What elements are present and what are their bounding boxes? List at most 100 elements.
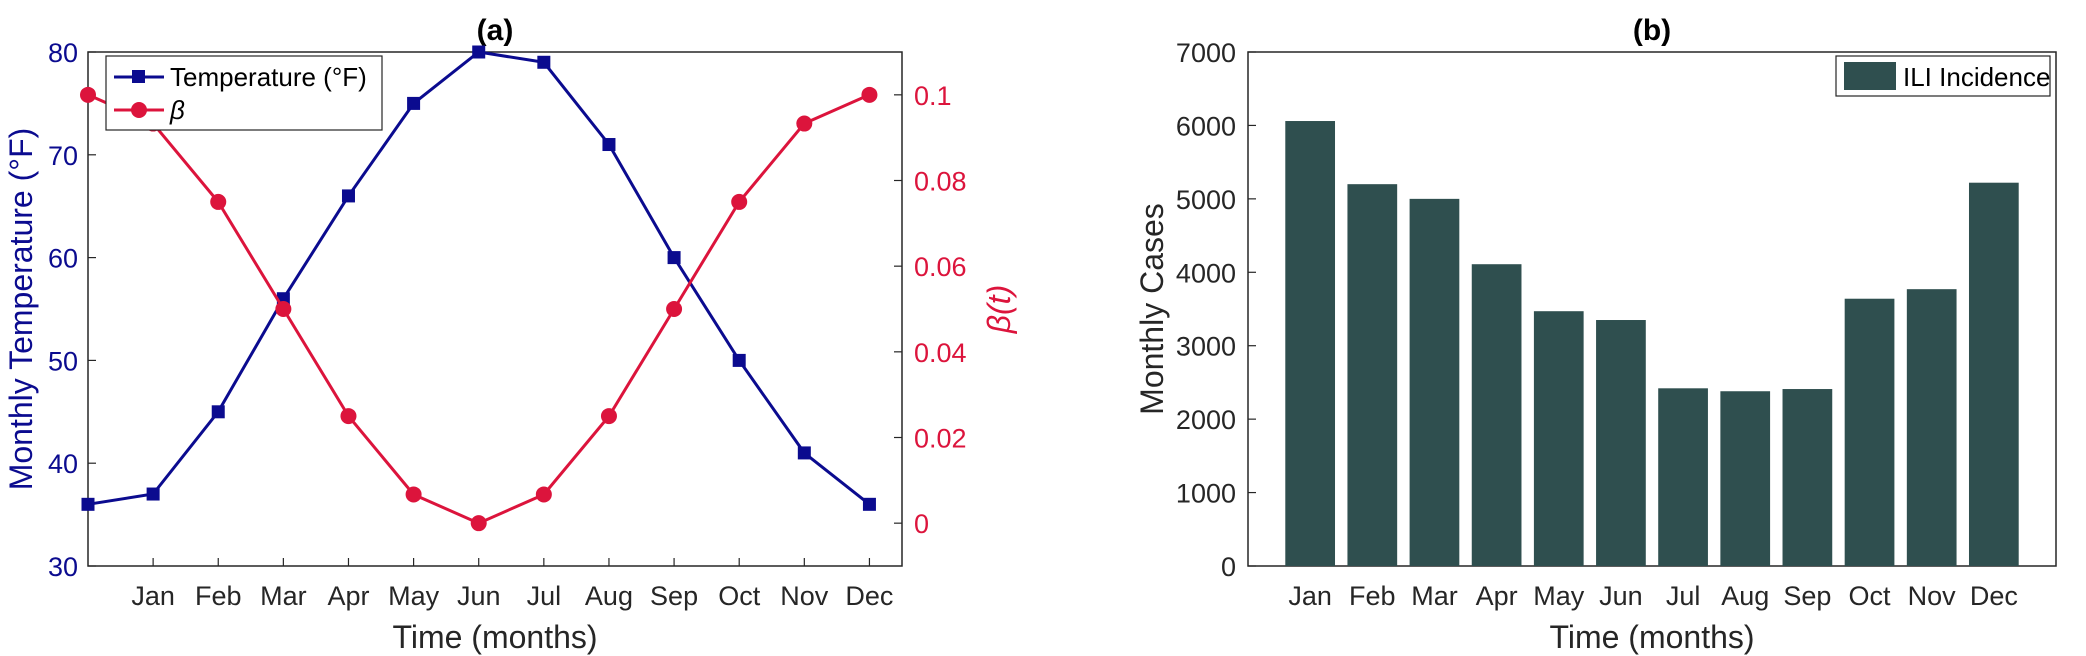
panel-b-ylabel: Monthly Cases bbox=[1134, 203, 1170, 415]
y-left-tick-label: 40 bbox=[48, 449, 78, 479]
bar bbox=[1471, 264, 1522, 566]
panel-a-title: (a) bbox=[477, 14, 514, 47]
legend-a-temp-marker bbox=[132, 70, 145, 83]
y-left-tick-label: 80 bbox=[48, 38, 78, 68]
bar bbox=[1720, 391, 1771, 566]
y-right-tick-label: 0.02 bbox=[914, 424, 967, 454]
panel-a-ylabel-left: Monthly Temperature (°F) bbox=[3, 128, 39, 491]
y-right-tick-label: 0 bbox=[914, 509, 929, 539]
temperature-point bbox=[472, 45, 486, 59]
x-tick-label: Feb bbox=[195, 581, 242, 611]
x-tick-label: Jan bbox=[131, 581, 175, 611]
x-tick-label: Jul bbox=[527, 581, 562, 611]
temperature-point bbox=[407, 96, 421, 110]
legend-a-beta-label: β bbox=[169, 95, 185, 125]
beta-point bbox=[666, 301, 683, 317]
beta-line bbox=[87, 93, 871, 525]
beta-point bbox=[861, 86, 878, 103]
beta-point bbox=[796, 115, 813, 132]
y-left-tick-label: 30 bbox=[48, 552, 78, 582]
plot-area-a bbox=[87, 51, 903, 567]
x-tick-label: May bbox=[1533, 581, 1585, 611]
x-tick-label: Jul bbox=[1666, 581, 1701, 611]
x-tick-label: Mar bbox=[260, 581, 307, 611]
beta-point bbox=[275, 301, 292, 317]
bar bbox=[1844, 298, 1895, 566]
y-tick-label: 2000 bbox=[1176, 405, 1236, 435]
x-tick-label: Sep bbox=[1783, 581, 1831, 611]
x-tick-label: Oct bbox=[1849, 581, 1892, 611]
beta-point bbox=[600, 408, 617, 425]
panel-a-xlabel: Time (months) bbox=[392, 619, 597, 655]
temperature-point bbox=[537, 55, 551, 69]
beta-point bbox=[535, 486, 552, 503]
legend-a-temp-label: Temperature (°F) bbox=[170, 62, 367, 92]
temperature-point bbox=[862, 497, 876, 511]
y-tick-label: 3000 bbox=[1176, 332, 1236, 362]
beta-point bbox=[80, 86, 96, 103]
x-tick-label: Jun bbox=[1599, 581, 1643, 611]
bar bbox=[1409, 198, 1460, 566]
temperature-point bbox=[797, 446, 811, 460]
panel-a: (a) 30 40 50 60 70 80 0 0.02 0.04 0.06 0.08 0.1 Ja… bbox=[3, 14, 1017, 655]
x-tick-label: Aug bbox=[1721, 581, 1769, 611]
temperature-point bbox=[146, 487, 160, 501]
x-tick-label: Aug bbox=[585, 581, 633, 611]
beta-point bbox=[405, 486, 422, 503]
legend-a-beta-marker bbox=[131, 102, 147, 118]
bar bbox=[1347, 184, 1398, 566]
panel-b-title: (b) bbox=[1633, 14, 1671, 47]
legend-a: Temperature (°F) β bbox=[105, 55, 383, 131]
y-tick-label: 0 bbox=[1221, 552, 1236, 582]
y-right-tick-label: 0.06 bbox=[914, 252, 967, 282]
y-right-tick-label: 0.04 bbox=[914, 338, 967, 368]
x-tick-label: Sep bbox=[650, 581, 698, 611]
beta-point bbox=[470, 515, 487, 532]
y-tick-label: 6000 bbox=[1176, 111, 1236, 141]
bar bbox=[1596, 320, 1646, 566]
y-left-tick-label: 70 bbox=[48, 141, 78, 171]
bar bbox=[1782, 389, 1833, 566]
y-right-tick-label: 0.08 bbox=[914, 167, 967, 197]
temperature-point bbox=[667, 251, 681, 265]
temperature-point bbox=[81, 497, 95, 511]
y-tick-label: 1000 bbox=[1176, 479, 1236, 509]
x-tick-label: Apr bbox=[327, 581, 369, 611]
legend-a-box bbox=[105, 55, 383, 131]
legend-b-label: ILI Incidence bbox=[1903, 62, 2050, 92]
y-right-tick-label: 0.1 bbox=[914, 81, 952, 111]
x-tick-label: Jun bbox=[457, 581, 501, 611]
x-tick-label: May bbox=[388, 581, 440, 611]
x-tick-label: Mar bbox=[1411, 581, 1458, 611]
bar bbox=[1906, 289, 1957, 566]
beta-point bbox=[340, 408, 357, 425]
x-tick-label: Nov bbox=[1908, 581, 1957, 611]
x-tick-label: Oct bbox=[718, 581, 761, 611]
bar bbox=[1968, 182, 2019, 566]
y-tick-label: 7000 bbox=[1176, 38, 1236, 68]
y-left-tick-label: 50 bbox=[48, 346, 78, 376]
panel-b-xlabel: Time (months) bbox=[1549, 619, 1754, 655]
y-left-tick-label: 60 bbox=[48, 244, 78, 274]
panel-b: (b) 0 1000 2000 3000 4000 5000 6000 7000 Jan Feb… bbox=[1134, 14, 2057, 655]
legend-b: ILI Incidence bbox=[1835, 55, 2051, 97]
plot-area-b bbox=[1247, 51, 2057, 567]
y-tick-label: 5000 bbox=[1176, 185, 1236, 215]
x-tick-label: Jan bbox=[1288, 581, 1332, 611]
x-tick-label: Nov bbox=[780, 581, 829, 611]
x-tick-label: Dec bbox=[1970, 581, 2018, 611]
temperature-point bbox=[732, 353, 746, 367]
beta-point bbox=[210, 193, 227, 210]
legend-b-swatch bbox=[1844, 62, 1896, 90]
panel-a-ylabel-right: β(t) bbox=[981, 285, 1017, 334]
bar bbox=[1658, 388, 1708, 566]
x-tick-label: Dec bbox=[845, 581, 893, 611]
x-tick-label: Apr bbox=[1476, 581, 1518, 611]
beta-point bbox=[731, 193, 748, 210]
bar bbox=[1285, 121, 1336, 566]
x-tick-label: Feb bbox=[1349, 581, 1396, 611]
y-tick-label: 4000 bbox=[1176, 258, 1236, 288]
bar bbox=[1533, 311, 1584, 566]
temperature-point bbox=[602, 138, 616, 152]
